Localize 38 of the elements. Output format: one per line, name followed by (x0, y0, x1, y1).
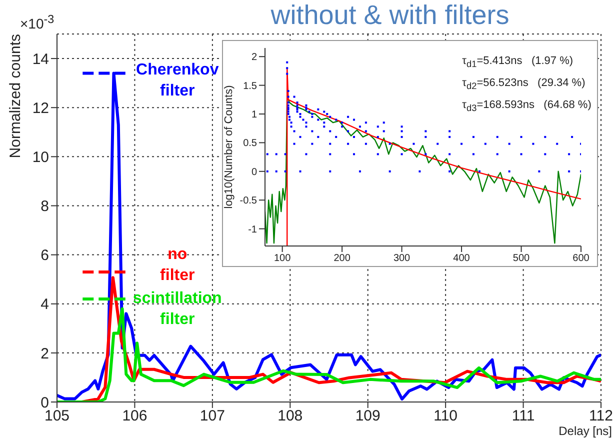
x-tick-label: 400 (453, 253, 470, 264)
y-tick-label: -1 (248, 224, 258, 236)
x-tick-label: 107 (200, 408, 225, 425)
y-tick-label: 12 (32, 100, 49, 117)
y-tick-label: 2 (251, 52, 258, 64)
x-tick-label: 200 (334, 253, 351, 264)
x-tick-label: 109 (355, 408, 380, 425)
annotation: τ$_{d2}$=56.523ns (29.34 %) (462, 76, 586, 94)
x-tick-label: 300 (393, 253, 411, 264)
x-tick-label: 500 (512, 253, 530, 264)
x-tick-label: 112 (589, 408, 613, 425)
text: no filter (160, 246, 195, 284)
x-tick-label: 100 (274, 253, 292, 264)
series-label: scintillation filter (132, 290, 222, 328)
y-tick-label: 0 (251, 166, 258, 178)
x-tick-label: 110 (434, 408, 458, 425)
annotation: τ$_{d3}$=168.593ns (64.68 %) (462, 98, 592, 116)
y-tick-label: 1 (251, 110, 258, 121)
y-tick-label: 1.5 (243, 80, 258, 92)
y-tick-label: 0.5 (243, 138, 258, 150)
y-tick-label: 6 (40, 247, 49, 264)
y-tick-label: 8 (40, 198, 49, 216)
y-axis-title: Normalized counts (7, 34, 24, 158)
y-axis-title: log10(Number of Counts) (223, 85, 235, 209)
series-label: Cherenkov filter (136, 61, 219, 100)
x-tick-label: 108 (278, 408, 303, 425)
x-axis-title: Delay [ns] (558, 424, 612, 438)
text: ×10$^{-3}$ (20, 12, 54, 32)
y-tick-label: 2 (40, 345, 49, 362)
y-tick-label: 4 (40, 296, 49, 314)
x-tick-label: 111 (512, 408, 535, 425)
y-tick-label: -0.5 (240, 196, 258, 207)
annotation: τ$_{d1}$=5.413ns (1.97 %) (462, 54, 574, 72)
x-tick-label: 600 (572, 253, 590, 264)
chart-title: without & with filters (270, 0, 510, 30)
y-tick-label: 10 (32, 148, 49, 166)
x-tick-label: 106 (122, 408, 148, 425)
y-tick-label: 14 (32, 50, 49, 68)
